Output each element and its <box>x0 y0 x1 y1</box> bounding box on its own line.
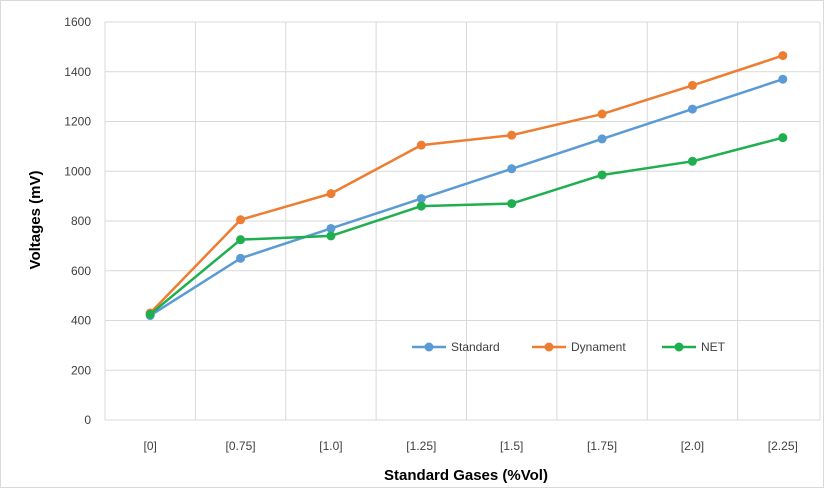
data-point-dynament <box>778 51 788 61</box>
data-point-dynament <box>326 189 336 199</box>
data-point-standard <box>416 194 426 204</box>
y-tick-label: 400 <box>71 314 91 328</box>
data-point-dynament <box>416 140 426 150</box>
y-tick-label: 1400 <box>64 65 91 79</box>
data-point-standard <box>507 164 517 174</box>
x-tick-label: [1.75] <box>587 439 617 453</box>
data-point-standard <box>236 253 246 263</box>
legend-label-standard: Standard <box>451 340 500 354</box>
y-tick-label: 1000 <box>64 164 91 178</box>
data-point-standard <box>778 74 788 84</box>
legend-marker-standard <box>424 342 434 352</box>
x-axis-tick-labels: [0] [0.75] [1.0] [1.25] [1.5] [1.75] [2.0] [2.2… <box>144 439 798 453</box>
legend: Standard Dynament NET <box>412 340 726 354</box>
data-point-dynament <box>236 215 246 225</box>
x-tick-label: [2.25] <box>768 439 798 453</box>
x-tick-label: [2.0] <box>681 439 704 453</box>
series-line-net <box>149 136 784 316</box>
series-group <box>145 51 788 321</box>
data-point-net <box>326 231 336 241</box>
data-point-net <box>687 156 697 166</box>
legend-label-net: NET <box>701 340 726 354</box>
data-point-standard <box>326 223 336 233</box>
data-point-dynament <box>597 109 607 119</box>
y-tick-label: 0 <box>84 413 91 427</box>
legend-label-dynament: Dynament <box>571 340 626 354</box>
x-tick-label: [1.0] <box>319 439 342 453</box>
y-tick-label: 200 <box>71 363 91 377</box>
x-tick-label: [0] <box>144 439 157 453</box>
legend-marker-dynament <box>544 342 554 352</box>
data-point-dynament <box>687 80 697 90</box>
data-point-net <box>778 133 788 143</box>
x-tick-label: [1.5] <box>500 439 523 453</box>
legend-marker-net <box>674 342 684 352</box>
data-point-standard <box>597 134 607 144</box>
y-tick-label: 600 <box>71 264 91 278</box>
x-axis-title: Standard Gases (%Vol) <box>384 467 548 484</box>
y-axis-tick-labels: 0 200 400 600 800 1000 1200 1400 1600 <box>64 15 91 427</box>
data-point-standard <box>687 104 697 114</box>
y-tick-label: 1200 <box>64 115 91 129</box>
series-line-dynament <box>149 54 784 314</box>
y-tick-label: 800 <box>71 214 91 228</box>
data-point-net <box>507 199 517 209</box>
x-tick-label: [0.75] <box>226 439 256 453</box>
y-axis-title: Voltages (mV) <box>27 171 44 270</box>
data-point-dynament <box>507 130 517 140</box>
series-line-standard <box>149 78 784 317</box>
x-tick-label: [1.25] <box>406 439 436 453</box>
data-point-net <box>145 309 155 319</box>
data-point-net <box>236 235 246 245</box>
y-tick-label: 1600 <box>64 15 91 29</box>
data-point-net <box>416 201 426 211</box>
data-point-net <box>597 170 607 180</box>
